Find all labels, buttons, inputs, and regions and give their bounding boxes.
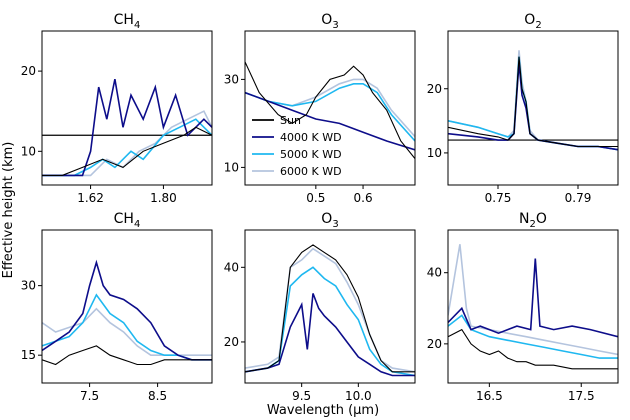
panel-title: O2 [524, 12, 541, 31]
x-tick-label: 0.79 [565, 191, 592, 205]
series-line-4000-k-wd [42, 78, 212, 177]
x-tick-label: 9.5 [292, 389, 311, 403]
panel-title: CH4 [114, 12, 141, 31]
series-line-sun [245, 61, 415, 159]
series-line-sun [448, 328, 618, 370]
series-line-5000-k-wd [448, 314, 618, 359]
axes-frame [41, 229, 213, 384]
axes-frame [41, 30, 213, 186]
x-tick-label: 17.5 [568, 389, 595, 403]
series-line-sun [448, 56, 618, 148]
y-tick-label: 15 [21, 348, 36, 362]
y-tick-label: 20 [427, 337, 442, 351]
y-tick-label: 30 [224, 72, 239, 86]
y-tick-label: 10 [427, 146, 442, 160]
series-line-sun [245, 244, 415, 373]
y-axis-label: Effective height (km) [1, 142, 16, 279]
y-tick-label: 10 [21, 144, 36, 158]
axes-frame [244, 30, 416, 186]
y-tick-label: 20 [427, 82, 442, 96]
y-tick-label: 40 [427, 266, 442, 280]
panel-title: N2O [519, 211, 547, 230]
x-tick-label: 7.5 [80, 389, 99, 403]
y-tick-label: 40 [224, 260, 239, 274]
x-tick-label: 0.6 [354, 191, 373, 205]
chart-panel-6: N2O 16.5 17.5 20 40 [427, 211, 619, 403]
series-line-sun [42, 126, 212, 176]
series-line-sun [42, 345, 212, 366]
legend-entry: Sun [280, 114, 301, 127]
x-tick-label: 1.80 [150, 191, 177, 205]
series-line-4000-k-wd [245, 91, 415, 151]
axes-frame [447, 229, 619, 384]
legend-entry: 5000 K WD [280, 148, 342, 161]
series-line-4000-k-wd [42, 259, 212, 361]
panel-title: O3 [321, 12, 338, 31]
legend-entry: 4000 K WD [280, 131, 342, 144]
y-tick-label: 10 [224, 160, 239, 174]
chart-panel-3: O2 0.75 0.79 10 20 [427, 12, 619, 205]
axes-frame [447, 30, 619, 186]
series-line-5000-k-wd [245, 83, 415, 142]
panel-title: CH4 [114, 211, 141, 230]
chart-panel-5: O3 9.5 10.0 20 40 [224, 211, 416, 403]
legend: Sun 4000 K WD 5000 K WD 6000 K WD [252, 114, 342, 178]
chart-panel-4: CH4 7.5 8.5 15 30 [21, 211, 213, 403]
series-line-6000-k-wd [42, 110, 212, 177]
y-tick-label: 20 [21, 64, 36, 78]
series-line-4000-k-wd [245, 293, 415, 377]
chart-panel-2: O3 0.5 0.6 10 30 [224, 12, 416, 205]
y-tick-label: 30 [21, 279, 36, 293]
legend-entry: 6000 K WD [280, 165, 342, 178]
y-tick-label: 20 [224, 335, 239, 349]
x-tick-label: 8.5 [148, 389, 167, 403]
x-tick-label: 16.5 [476, 389, 503, 403]
series-line-6000-k-wd [448, 244, 618, 356]
x-tick-label: 0.5 [306, 191, 325, 205]
x-tick-label: 1.62 [77, 191, 104, 205]
x-tick-label: 0.75 [485, 191, 512, 205]
axes-frame [244, 229, 416, 384]
x-axis-label: Wavelength (μm) [267, 403, 379, 418]
chart-panel-1: CH4 1.62 1.80 10 20 [21, 12, 213, 205]
series-line-4000-k-wd [448, 258, 618, 338]
x-tick-label: 10.0 [345, 389, 372, 403]
panel-title: O3 [321, 211, 338, 230]
